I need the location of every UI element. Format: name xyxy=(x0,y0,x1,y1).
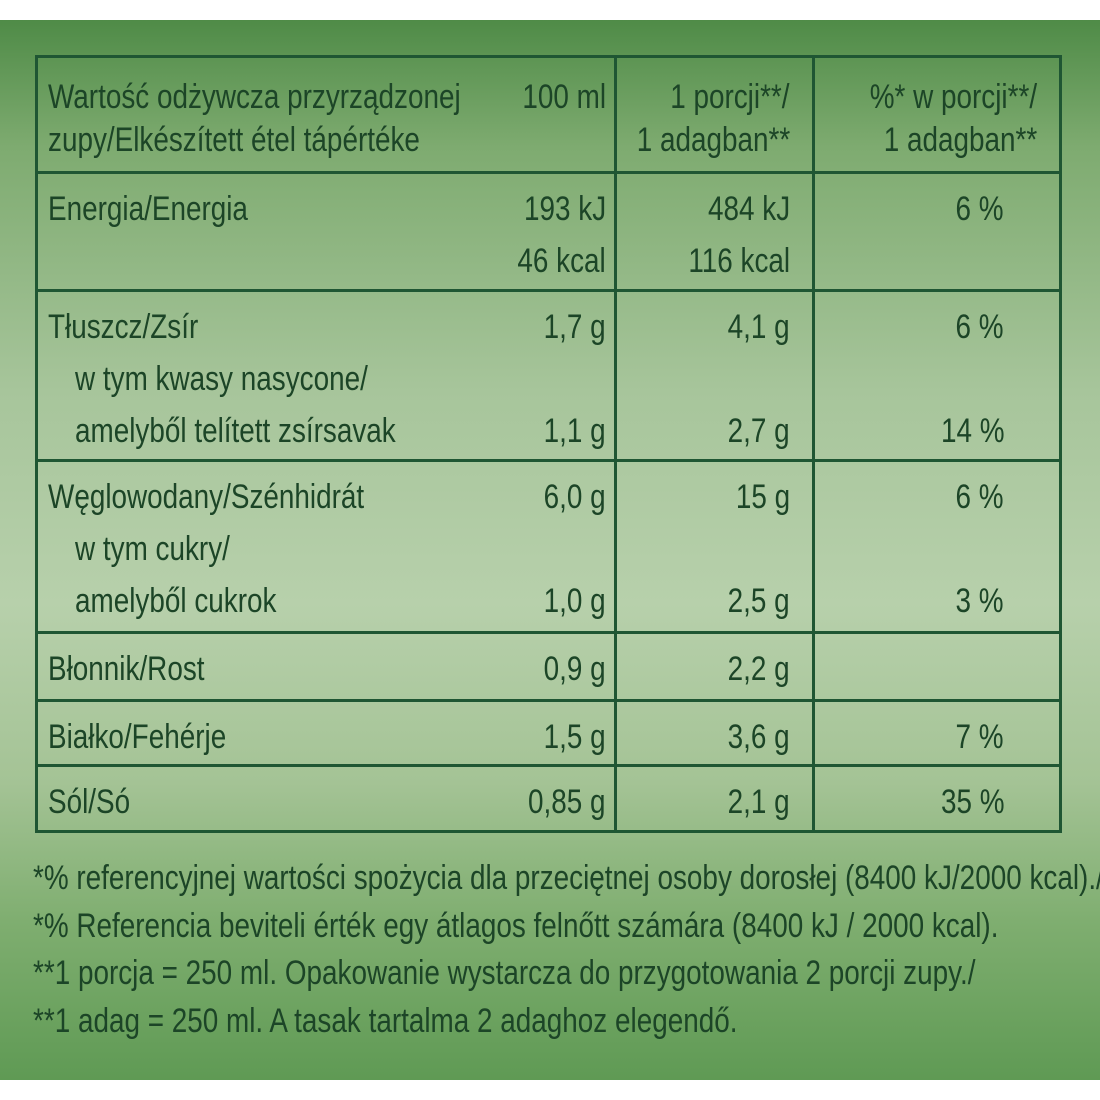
value-per-portion: 2,2 g xyxy=(727,650,790,688)
header-cell: 1 adagban** xyxy=(636,121,790,159)
nutrient-label: Tłuszcz/Zsír xyxy=(48,308,199,346)
value-per-100ml: 1,0 g xyxy=(543,582,606,620)
row-divider xyxy=(35,459,1062,462)
nutrient-label: Białko/Fehérje xyxy=(48,718,227,756)
value-per-100ml: 0,85 g xyxy=(528,783,606,821)
header-cell: %* w porcji**/ xyxy=(869,78,1037,116)
value-per-portion: 2,1 g xyxy=(727,783,790,821)
value-per-100ml: 1,1 g xyxy=(543,412,606,450)
reference-intake: 7 % xyxy=(955,718,1004,756)
header-cell: 1 adagban** xyxy=(883,121,1037,159)
reference-intake: 14 % xyxy=(940,412,1004,450)
column-divider xyxy=(812,55,815,833)
table-frame xyxy=(35,55,1062,833)
value-per-portion: 3,6 g xyxy=(727,718,790,756)
header-cell: 100 ml xyxy=(522,78,606,116)
row-divider xyxy=(35,764,1062,767)
value-per-100ml: 1,5 g xyxy=(543,718,606,756)
background xyxy=(0,20,1100,1080)
reference-intake: 6 % xyxy=(955,478,1004,516)
reference-intake: 6 % xyxy=(955,308,1004,346)
nutrient-label: amelyből cukrok xyxy=(75,582,277,620)
footnote: **1 porcja = 250 ml. Opakowanie wystarcz… xyxy=(33,954,976,992)
row-divider xyxy=(35,631,1062,634)
footnote: *% Referencia beviteli érték egy átlagos… xyxy=(33,906,999,945)
value-per-portion: 2,5 g xyxy=(727,582,790,620)
row-divider xyxy=(35,699,1062,702)
nutrient-label: w tym cukry/ xyxy=(75,530,230,568)
header-cell: Wartość odżywcza przyrządzonej xyxy=(48,78,461,116)
column-divider xyxy=(614,55,617,833)
footnote: *% referencyjnej wartości spożycia dla p… xyxy=(33,859,1100,897)
row-divider xyxy=(35,289,1062,292)
nutrient-label: Sól/Só xyxy=(48,783,131,821)
nutrient-label: w tym kwasy nasycone/ xyxy=(75,360,368,398)
value-per-portion: 116 kcal xyxy=(688,242,790,280)
value-per-portion: 484 kJ xyxy=(707,190,790,228)
nutrient-label: amelyből telített zsírsavak xyxy=(75,412,396,450)
value-per-100ml: 0,9 g xyxy=(543,650,606,688)
nutrient-label: Energia/Energia xyxy=(48,190,248,228)
value-per-100ml: 6,0 g xyxy=(543,478,606,516)
reference-intake: 6 % xyxy=(955,190,1004,228)
value-per-portion: 2,7 g xyxy=(727,412,790,450)
header-cell: zupy/Elkészített étel tápértéke xyxy=(48,121,420,159)
value-per-portion: 15 g xyxy=(735,478,790,516)
reference-intake: 3 % xyxy=(955,582,1004,620)
value-per-portion: 4,1 g xyxy=(727,308,790,346)
value-per-100ml: 193 kJ xyxy=(523,190,606,228)
footnote: **1 adag = 250 ml. A tasak tartalma 2 ad… xyxy=(33,1001,738,1040)
reference-intake: 35 % xyxy=(940,783,1004,821)
nutrient-label: Błonnik/Rost xyxy=(48,650,205,688)
value-per-100ml: 1,7 g xyxy=(543,308,606,346)
value-per-100ml: 46 kcal xyxy=(517,242,606,280)
header-cell: 1 porcji**/ xyxy=(670,78,790,116)
nutrient-label: Węglowodany/Szénhidrát xyxy=(48,478,365,516)
row-divider xyxy=(35,171,1062,174)
